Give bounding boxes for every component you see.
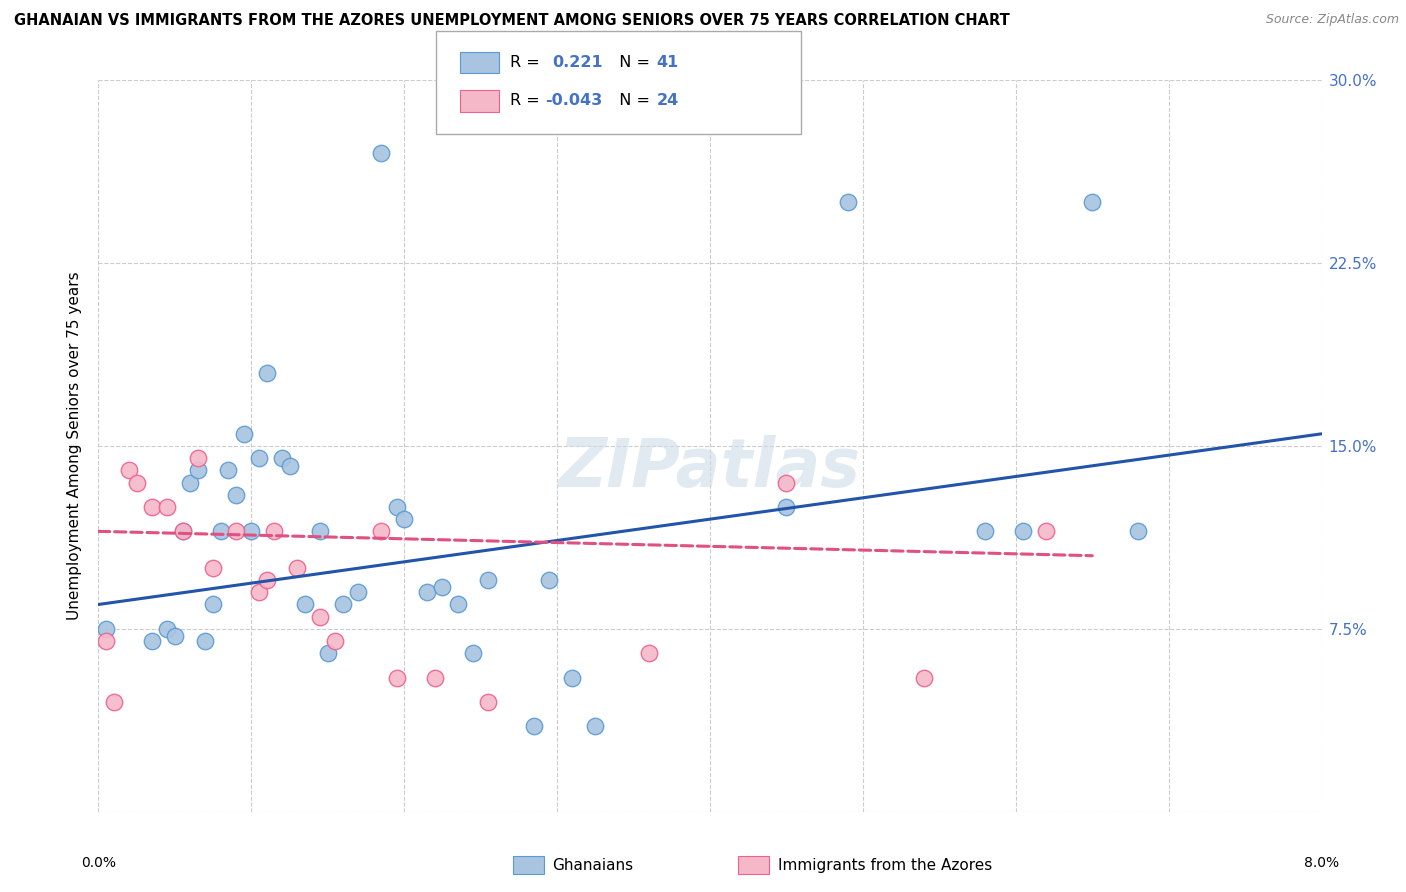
Point [225, 524, 247, 539]
Point [775, 500, 797, 514]
Point [332, 598, 354, 612]
Point [1012, 524, 1035, 539]
Point [316, 646, 339, 660]
Point [240, 524, 263, 539]
Point [477, 573, 499, 587]
Point [156, 500, 179, 514]
Point [156, 622, 179, 636]
Point [202, 561, 225, 575]
Point [247, 585, 270, 599]
Point [125, 475, 148, 490]
Point [187, 463, 209, 477]
Text: -0.043: -0.043 [546, 94, 603, 108]
Text: ZIPatlas: ZIPatlas [560, 435, 860, 501]
Point [141, 500, 163, 514]
Point [416, 585, 439, 599]
Point [447, 598, 470, 612]
Text: N =: N = [609, 94, 655, 108]
Point [187, 451, 209, 466]
Point [1081, 195, 1104, 210]
Point [256, 366, 278, 380]
Text: GHANAIAN VS IMMIGRANTS FROM THE AZORES UNEMPLOYMENT AMONG SENIORS OVER 75 YEARS : GHANAIAN VS IMMIGRANTS FROM THE AZORES U… [14, 13, 1010, 29]
Point [583, 719, 606, 733]
Text: Ghanaians: Ghanaians [553, 858, 634, 872]
Text: Source: ZipAtlas.com: Source: ZipAtlas.com [1265, 13, 1399, 27]
Point [1128, 524, 1150, 539]
Point [912, 671, 935, 685]
Point [217, 463, 239, 477]
Point [775, 475, 797, 490]
Point [432, 581, 454, 595]
Point [309, 609, 332, 624]
Point [202, 598, 225, 612]
Point [118, 463, 141, 477]
Point [225, 488, 247, 502]
Point [347, 585, 370, 599]
Point [461, 646, 484, 660]
Point [1035, 524, 1057, 539]
Point [247, 451, 270, 466]
Point [194, 634, 217, 648]
Text: R =: R = [510, 55, 546, 70]
Text: N =: N = [609, 55, 655, 70]
Point [285, 561, 308, 575]
Point [179, 475, 201, 490]
Point [325, 634, 347, 648]
Point [94, 634, 117, 648]
Text: R =: R = [510, 94, 546, 108]
Point [523, 719, 546, 733]
Point [163, 629, 186, 643]
Point [309, 524, 332, 539]
Point [294, 598, 316, 612]
Point [638, 646, 661, 660]
Text: 41: 41 [657, 55, 679, 70]
Point [477, 695, 499, 709]
Point [392, 512, 416, 526]
Text: 24: 24 [657, 94, 679, 108]
Point [270, 451, 294, 466]
Text: Immigrants from the Azores: Immigrants from the Azores [778, 858, 991, 872]
Point [370, 524, 392, 539]
Point [232, 426, 254, 441]
Text: 0.221: 0.221 [553, 55, 603, 70]
Point [370, 146, 392, 161]
Point [837, 195, 859, 210]
Point [172, 524, 194, 539]
Point [141, 634, 163, 648]
Point [256, 573, 278, 587]
Text: 0.0%: 0.0% [82, 855, 115, 870]
Point [385, 671, 408, 685]
Point [278, 458, 301, 473]
Point [423, 671, 446, 685]
Point [94, 622, 117, 636]
Text: 8.0%: 8.0% [1305, 855, 1339, 870]
Y-axis label: Unemployment Among Seniors over 75 years: Unemployment Among Seniors over 75 years [67, 272, 83, 620]
Point [385, 500, 408, 514]
Point [538, 573, 561, 587]
Point [103, 695, 125, 709]
Point [561, 671, 583, 685]
Point [209, 524, 232, 539]
Point [974, 524, 997, 539]
Point [263, 524, 285, 539]
Point [172, 524, 194, 539]
